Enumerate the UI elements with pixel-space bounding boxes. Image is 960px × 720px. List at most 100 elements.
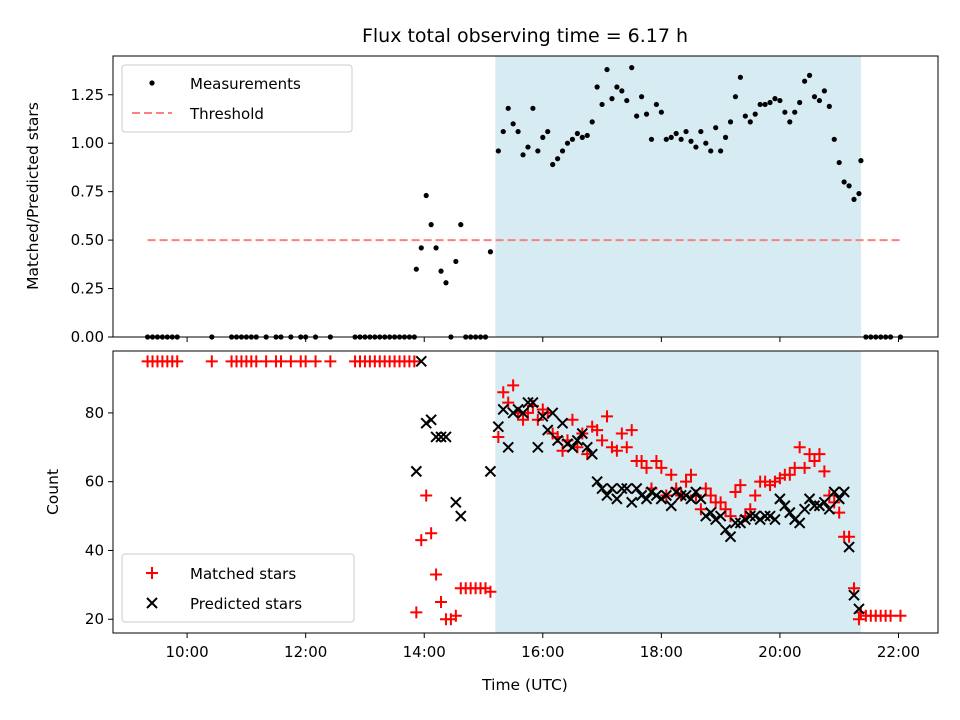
matched-star-point (415, 534, 428, 547)
legend-label-predicted: Predicted stars (190, 595, 302, 613)
matched-star-point (684, 468, 697, 481)
matched-star-point (566, 413, 579, 426)
measurement-point (782, 109, 788, 115)
x-tick-label: 10:00 (165, 643, 208, 661)
matched-star-point (324, 355, 337, 368)
predicted-star-point (626, 496, 638, 509)
predicted-star-point (561, 438, 574, 450)
measurement-point (767, 99, 773, 106)
predicted-star-point (774, 493, 786, 505)
measurement-point (515, 128, 521, 135)
predicted-star-point (430, 431, 442, 443)
predicted-star-point (537, 410, 549, 423)
matched-star-point (615, 427, 628, 440)
measurement-point (510, 121, 516, 127)
predicted-star-point (581, 441, 593, 454)
predicted-star-point (660, 489, 673, 502)
measurement-point (525, 144, 531, 150)
matched-star-point (497, 386, 510, 399)
matched-star-point (704, 489, 717, 502)
predicted-star-point (759, 510, 771, 522)
measurement-point (831, 136, 837, 142)
measurement-point (683, 128, 689, 135)
chart-title: Flux total observing time = 6.17 h (362, 25, 688, 47)
matched-star-point (596, 434, 609, 447)
predicted-star-point (764, 510, 776, 522)
top-y-tick-label: 0.75 (71, 183, 104, 201)
predicted-star-point (410, 465, 423, 478)
predicted-star-point (492, 420, 505, 433)
predicted-star-point (665, 500, 677, 512)
matched-star-point (734, 479, 747, 492)
measurement-point (688, 138, 694, 144)
legend-label-threshold: Threshold (189, 105, 264, 123)
measurement-point (713, 125, 719, 131)
top-legend: Measurements Threshold (121, 64, 353, 133)
measurement-point (569, 136, 576, 142)
predicted-star-point (793, 517, 806, 529)
measurement-point (777, 97, 783, 104)
predicted-star-point (616, 482, 628, 495)
top-y-tick-label: 1.25 (71, 86, 104, 104)
matched-star-point (601, 410, 614, 423)
measurement-point (458, 222, 464, 228)
measurement-point (846, 183, 852, 189)
legend-label-measurements: Measurements (190, 75, 301, 93)
predicted-star-point (813, 500, 826, 512)
measurement-point (594, 84, 600, 90)
predicted-star-point (571, 434, 584, 447)
matched-star-point (531, 413, 544, 426)
matched-star-point (640, 461, 653, 474)
predicted-star-point (630, 482, 643, 495)
bottom-y-tick-label: 20 (85, 610, 104, 628)
measurement-point (737, 74, 743, 80)
x-tick-label: 12:00 (284, 643, 327, 661)
measurement-point (673, 130, 679, 137)
bottom-y-tick-label: 60 (85, 473, 104, 491)
measurement-point (668, 134, 674, 140)
predicted-star-point (744, 510, 756, 522)
bottom-y-tick-label: 80 (85, 404, 104, 422)
predicted-star-point (566, 441, 579, 454)
measurement-point (555, 156, 561, 162)
matched-star-point (435, 596, 448, 609)
measurement-point (619, 88, 625, 94)
bottom-y-axis-label: Count (44, 469, 62, 515)
legend-marker-matched (146, 567, 158, 579)
bottom-data-points (141, 355, 907, 626)
measurement-point (599, 101, 605, 108)
measurement-point (792, 109, 798, 115)
predicted-star-point (853, 603, 865, 615)
measurement-point (520, 152, 526, 158)
matched-star-point (591, 424, 604, 437)
predicted-star-point (700, 510, 712, 522)
measurement-point (505, 105, 511, 111)
matched-star-point (798, 461, 811, 474)
matched-star-point (309, 355, 322, 368)
predicted-star-point (749, 510, 761, 522)
matched-star-point (894, 609, 907, 622)
predicted-star-point (507, 407, 519, 419)
x-tick-label: 18:00 (640, 643, 683, 661)
matched-star-point (848, 582, 861, 595)
predicted-star-point (769, 513, 781, 526)
predicted-star-point (848, 589, 860, 601)
measurement-point (797, 99, 803, 106)
measurement-point (604, 66, 610, 73)
measurement-point (851, 196, 857, 203)
matched-star-point (724, 510, 737, 523)
matched-star-point (823, 489, 836, 502)
top-y-axis-label: Matched/Predicted stars (24, 102, 42, 290)
predicted-star-point (450, 496, 462, 509)
measurement-point (772, 96, 778, 102)
measurement-point (500, 128, 506, 135)
top-y-tick-label: 0.25 (71, 280, 104, 298)
measurement-point (718, 148, 724, 154)
predicted-star-point (734, 517, 747, 529)
measurement-point (698, 128, 704, 135)
top-y-tick-label: 0.50 (71, 231, 104, 249)
predicted-star-point (611, 493, 623, 505)
matched-star-point (502, 396, 515, 409)
measurement-point (584, 132, 590, 139)
matched-star-point (507, 379, 520, 392)
